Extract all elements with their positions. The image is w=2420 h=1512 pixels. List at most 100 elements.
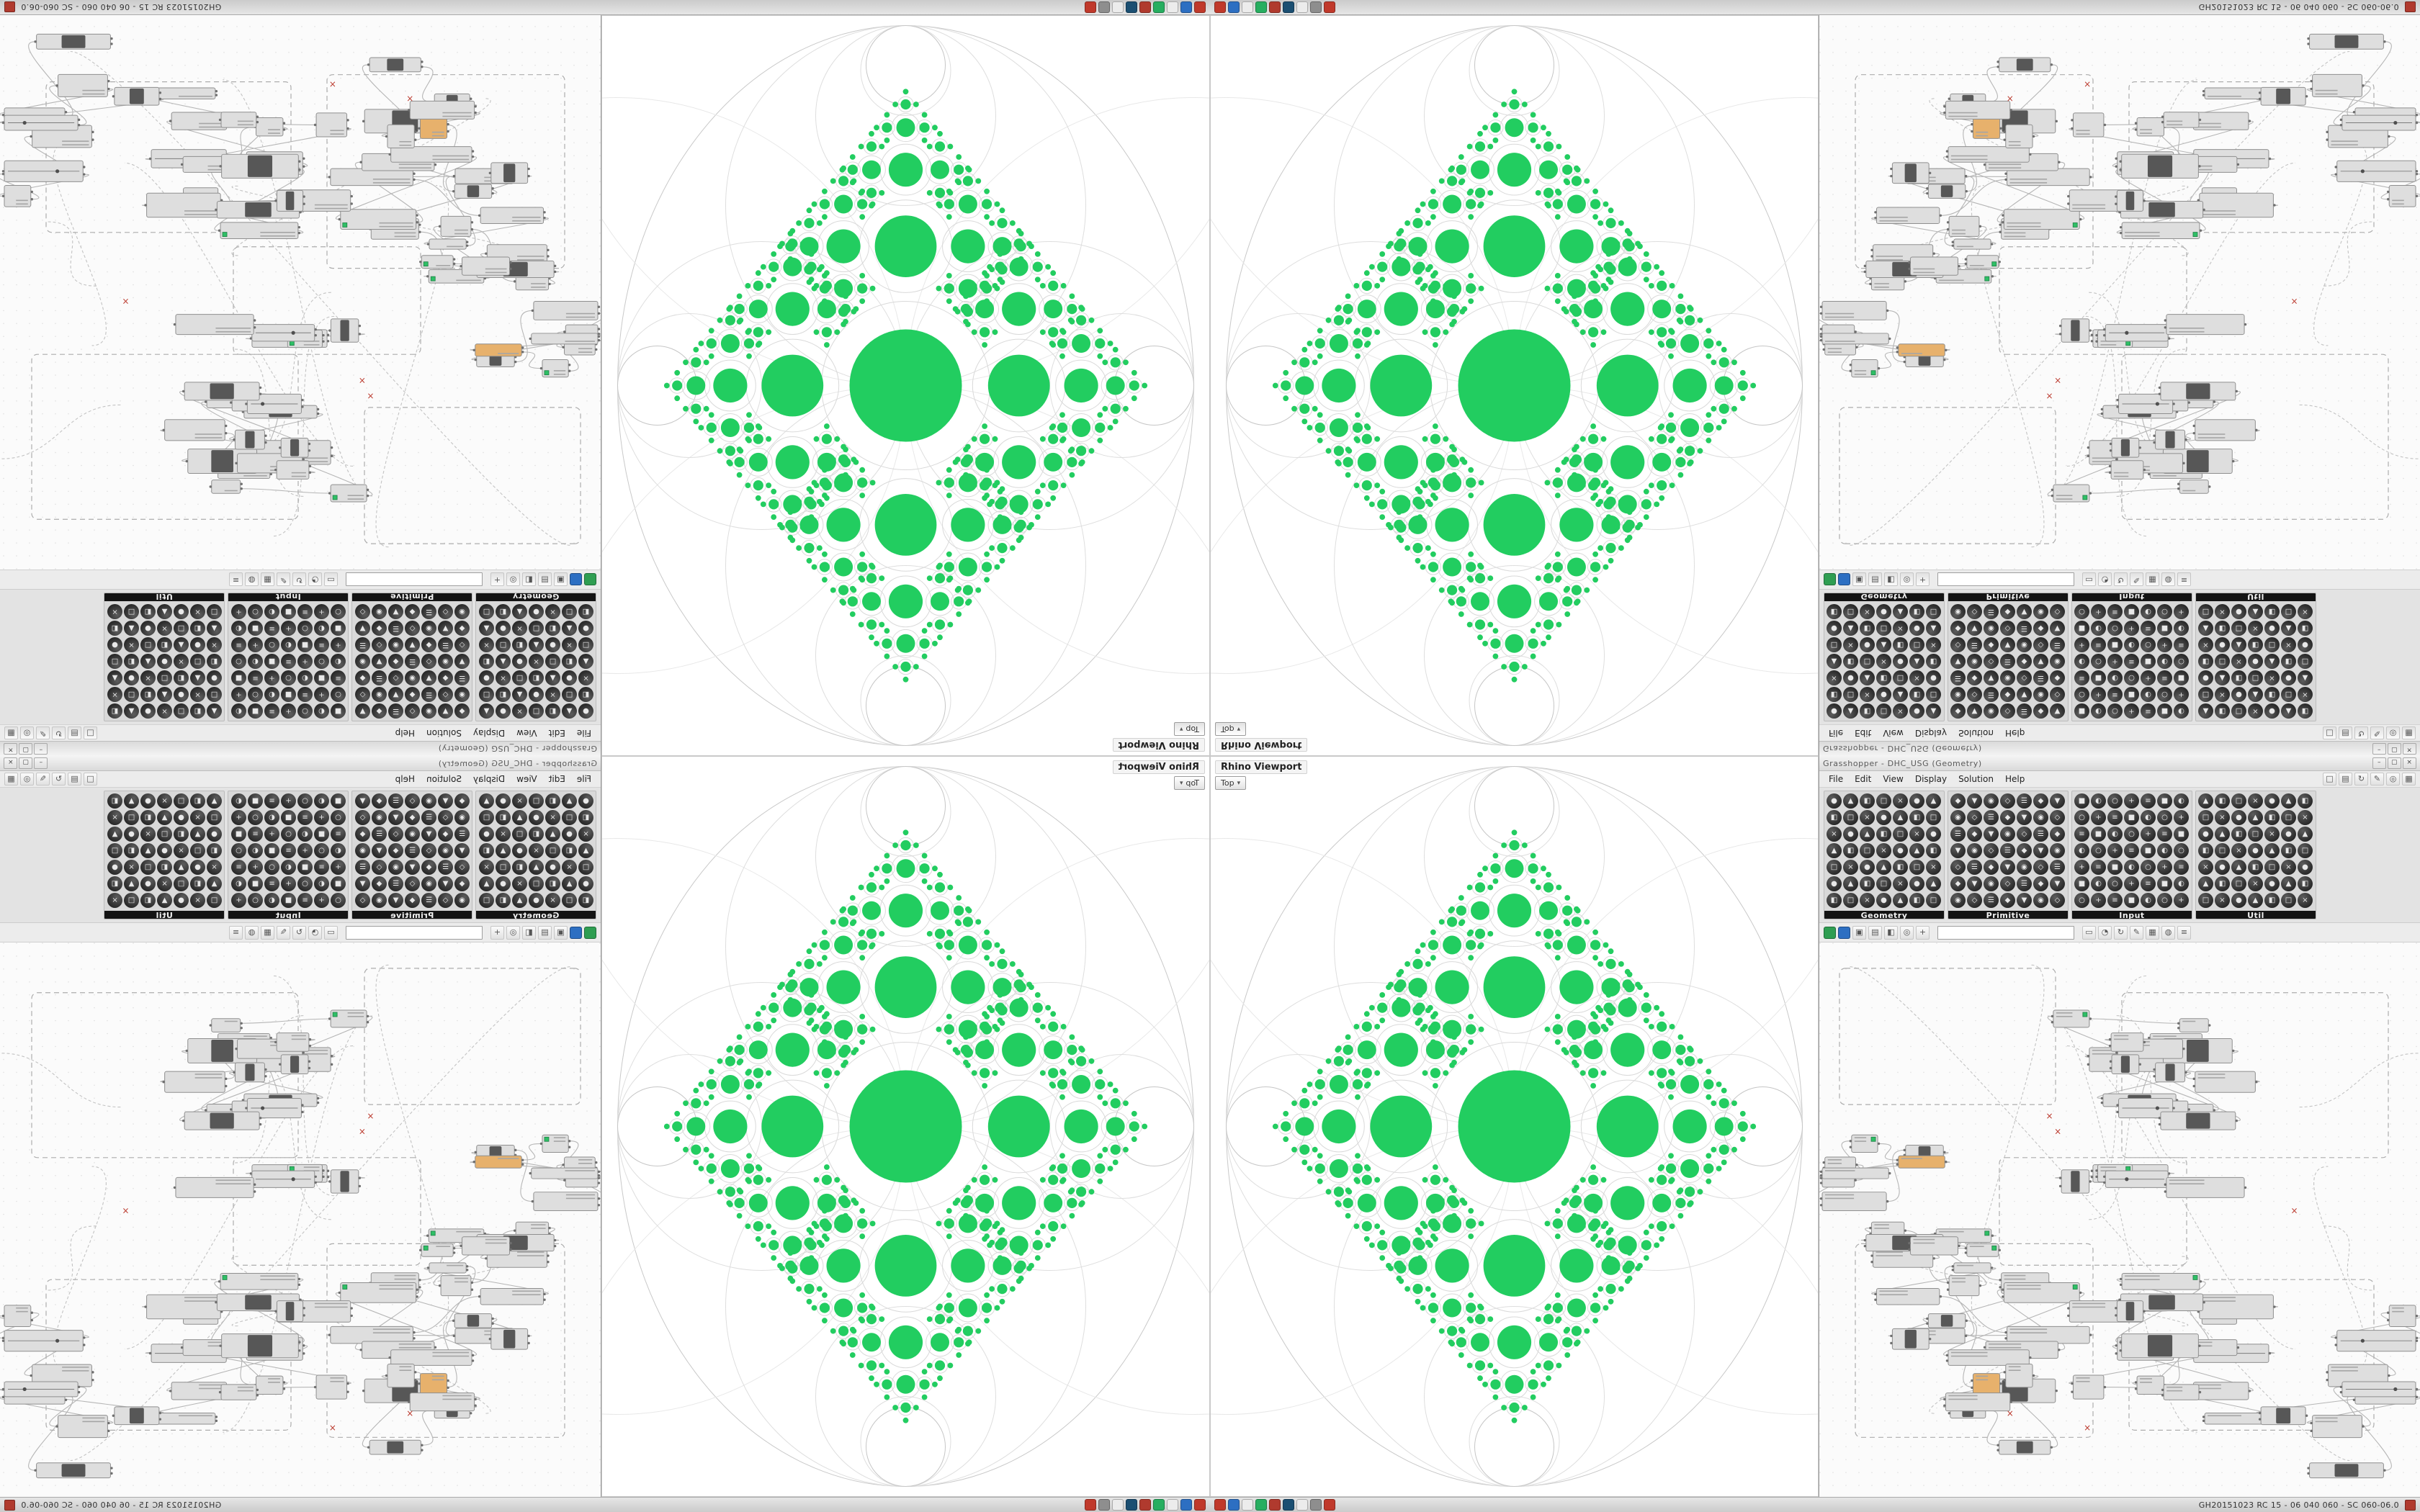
palette-tab-label[interactable]: Geometry xyxy=(476,593,596,601)
menu-item-view[interactable]: View xyxy=(516,728,537,738)
toolbar-icon-11[interactable]: ≡ xyxy=(229,925,243,940)
component-icon[interactable]: ◐ xyxy=(2074,843,2089,858)
component-icon[interactable]: ▲ xyxy=(578,843,593,858)
rhino-viewport[interactable]: Rhino Viewport Top ▾ xyxy=(1210,15,1819,756)
component-icon[interactable]: ● xyxy=(2264,703,2280,719)
component-icon[interactable]: ▲ xyxy=(1893,604,1908,619)
component-icon[interactable]: ▲ xyxy=(496,843,511,858)
component-icon[interactable]: □ xyxy=(1926,604,1941,619)
component-icon[interactable]: + xyxy=(281,793,296,809)
taskbar-icon-6[interactable] xyxy=(1296,1499,1308,1511)
component-icon[interactable]: ○ xyxy=(2157,687,2172,702)
component-icon[interactable]: ◐ xyxy=(248,843,263,858)
toolbar-icon-5[interactable]: ▭ xyxy=(324,925,338,940)
toolbar-icon-2[interactable]: ◧ xyxy=(522,925,536,940)
component-icon[interactable]: ◐ xyxy=(2141,893,2156,908)
component-icon[interactable]: ○ xyxy=(281,670,296,685)
component-icon[interactable]: × xyxy=(2198,637,2213,652)
component-icon[interactable]: ● xyxy=(496,876,511,891)
component-icon[interactable]: ◧ xyxy=(1909,604,1924,619)
component-icon[interactable]: ▲ xyxy=(562,703,577,719)
component-icon[interactable]: ◆ xyxy=(454,703,470,719)
component-icon[interactable]: × xyxy=(562,637,577,652)
component-icon[interactable]: ◧ xyxy=(190,621,205,636)
component-icon[interactable]: × xyxy=(578,827,593,842)
component-icon[interactable]: ◧ xyxy=(1827,687,1842,702)
component-icon[interactable]: □ xyxy=(124,810,139,825)
component-icon[interactable]: ■ xyxy=(2157,876,2172,891)
app-icon[interactable] xyxy=(2405,1,2416,13)
component-icon[interactable]: ○ xyxy=(2174,843,2189,858)
menu-item-help[interactable]: Help xyxy=(2004,728,2025,738)
component-icon[interactable]: ■ xyxy=(264,654,279,669)
menubar-icon-2[interactable]: ↻ xyxy=(2354,726,2368,739)
component-icon[interactable]: ■ xyxy=(231,670,246,685)
component-icon[interactable]: ◧ xyxy=(2198,654,2213,669)
component-icon[interactable]: ◇ xyxy=(388,670,403,685)
toolbar-icon-4[interactable]: + xyxy=(490,572,504,587)
component-icon[interactable]: ◧ xyxy=(545,876,560,891)
component-icon[interactable]: × xyxy=(2298,893,2313,908)
component-icon[interactable]: ▲ xyxy=(1843,876,1858,891)
component-icon[interactable]: ▲ xyxy=(157,893,172,908)
viewport-projection-button[interactable]: Top ▾ xyxy=(1173,776,1205,790)
component-icon[interactable]: ○ xyxy=(248,810,263,825)
component-icon[interactable]: × xyxy=(107,893,122,908)
component-icon[interactable]: ◐ xyxy=(231,793,246,809)
component-icon[interactable]: ◆ xyxy=(421,860,436,875)
component-icon[interactable]: ◐ xyxy=(314,793,329,809)
toolbar-icon-5[interactable]: ▭ xyxy=(324,572,338,587)
minimize-button[interactable]: – xyxy=(2372,757,2386,769)
component-icon[interactable]: ● xyxy=(1827,703,1842,719)
component-icon[interactable]: ● xyxy=(2231,687,2246,702)
component-icon[interactable]: + xyxy=(2124,621,2139,636)
component-icon[interactable]: ▼ xyxy=(454,654,470,669)
component-icon[interactable]: ◧ xyxy=(2298,703,2313,719)
component-icon[interactable]: × xyxy=(2198,860,2213,875)
component-icon[interactable]: □ xyxy=(140,860,156,875)
component-icon[interactable]: ▼ xyxy=(2050,793,2065,809)
component-icon[interactable]: ◉ xyxy=(421,793,436,809)
component-icon[interactable]: ▲ xyxy=(2264,654,2280,669)
component-icon[interactable]: ● xyxy=(1909,876,1924,891)
component-icon[interactable]: ▼ xyxy=(2017,687,2032,702)
component-icon[interactable]: □ xyxy=(207,810,222,825)
component-icon[interactable]: + xyxy=(2141,827,2156,842)
menubar-icon-4[interactable]: ◎ xyxy=(20,773,34,786)
component-icon[interactable]: ▼ xyxy=(2033,843,2048,858)
component-icon[interactable]: ≡ xyxy=(2107,893,2123,908)
component-icon[interactable]: ● xyxy=(545,637,560,652)
component-icon[interactable]: □ xyxy=(496,860,511,875)
component-icon[interactable]: ○ xyxy=(248,893,263,908)
component-icon[interactable]: ▼ xyxy=(405,637,420,652)
minimize-button[interactable]: – xyxy=(34,743,48,755)
component-icon[interactable]: ◧ xyxy=(545,793,560,809)
toolbar-icon-7[interactable]: ↻ xyxy=(2114,925,2128,940)
component-icon[interactable]: + xyxy=(314,810,329,825)
component-icon[interactable]: ▲ xyxy=(124,703,139,719)
component-icon[interactable]: ● xyxy=(207,670,222,685)
component-icon[interactable]: ■ xyxy=(297,860,313,875)
toolbar-icon-4[interactable]: + xyxy=(1916,925,1930,940)
menu-item-file[interactable]: File xyxy=(1829,728,1844,738)
component-icon[interactable]: × xyxy=(2248,703,2263,719)
component-icon[interactable]: ● xyxy=(578,876,593,891)
component-icon[interactable]: □ xyxy=(2298,654,2313,669)
component-icon[interactable]: ◐ xyxy=(314,621,329,636)
component-icon[interactable]: ◧ xyxy=(107,621,122,636)
component-icon[interactable]: ▲ xyxy=(2215,670,2230,685)
toolbar-icon-2[interactable]: ◧ xyxy=(522,572,536,587)
node-canvas[interactable]: ××××× xyxy=(1819,942,2420,1497)
component-icon[interactable]: × xyxy=(1827,670,1842,685)
component-icon[interactable]: ☰ xyxy=(1950,827,1966,842)
menu-item-edit[interactable]: Edit xyxy=(1855,774,1872,784)
component-icon[interactable]: ▼ xyxy=(1967,793,1982,809)
toolbar-icon-4[interactable]: + xyxy=(1916,572,1930,587)
component-icon[interactable]: × xyxy=(1926,860,1941,875)
component-icon[interactable]: ● xyxy=(1893,843,1908,858)
component-icon[interactable]: ◐ xyxy=(231,876,246,891)
component-icon[interactable]: × xyxy=(1893,876,1908,891)
component-icon[interactable]: ○ xyxy=(231,843,246,858)
component-icon[interactable]: ▲ xyxy=(140,654,156,669)
component-icon[interactable]: ◧ xyxy=(545,621,560,636)
